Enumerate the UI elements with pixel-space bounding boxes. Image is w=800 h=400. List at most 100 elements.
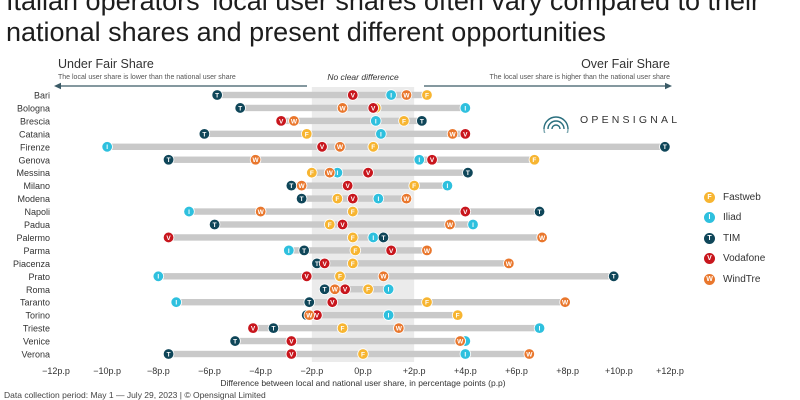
city-label: Roma <box>26 285 50 295</box>
dot-windtre <box>421 244 433 257</box>
dot-iliad <box>375 128 387 140</box>
dot-letter: T <box>238 105 242 112</box>
dot-letter: T <box>167 351 171 358</box>
dot-iliad <box>283 244 295 257</box>
x-tick-label: −8p.p <box>147 366 170 376</box>
range-bar <box>168 156 535 163</box>
dot-letter: I <box>388 313 390 320</box>
dot-windtre <box>444 218 456 231</box>
city-label: Piacenza <box>13 259 50 269</box>
dot-fastweb <box>306 166 318 179</box>
dot-letter: W <box>337 144 344 151</box>
city-label: Brescia <box>20 116 50 126</box>
dot-letter: F <box>425 300 429 307</box>
city-label: Firenze <box>20 142 50 152</box>
x-tick-label: +10p.p <box>605 366 633 376</box>
dot-iliad <box>170 296 182 308</box>
dot-iliad <box>101 141 113 153</box>
dot-letter: W <box>539 235 546 242</box>
brand-logo: OPENSIGNAL <box>540 107 680 133</box>
dot-letter: V <box>371 105 376 112</box>
dot-letter: T <box>300 196 304 203</box>
dot-letter: V <box>463 209 468 216</box>
opensignal-logo-icon <box>543 116 569 133</box>
dot-letter: W <box>424 248 431 255</box>
dot-fastweb <box>367 141 379 153</box>
city-label: Padua <box>24 220 50 230</box>
x-tick-label: +2p.p <box>403 366 426 376</box>
dot-fastweb <box>528 154 541 166</box>
dot-tim <box>533 205 546 218</box>
dot-tim <box>211 89 223 101</box>
city-label: Milano <box>23 181 50 191</box>
dot-letter: I <box>375 118 377 125</box>
dot-vodafone <box>347 89 359 101</box>
city-label: Bologna <box>17 103 50 113</box>
dot-iliad <box>183 205 195 218</box>
dot-letter: I <box>157 274 159 281</box>
dot-iliad <box>385 89 397 101</box>
dot-letter: F <box>371 144 375 151</box>
dot-vodafone <box>285 348 298 360</box>
dot-letter: V <box>305 274 310 281</box>
dot-letter: V <box>340 222 345 229</box>
dot-letter: I <box>288 248 290 255</box>
city-label: Parma <box>23 246 50 256</box>
dot-windtre <box>254 205 267 218</box>
dot-tim <box>298 244 310 257</box>
dot-fastweb <box>421 296 433 308</box>
dot-letter: T <box>289 183 293 190</box>
dot-letter: F <box>456 313 460 320</box>
dot-letter: V <box>366 170 371 177</box>
dot-letter: T <box>612 274 616 281</box>
legend-label: Vodafone <box>723 253 766 265</box>
legend-marker-icon: V <box>704 253 715 265</box>
dot-letter: F <box>402 118 406 125</box>
range-bar <box>240 104 466 112</box>
dot-windtre <box>523 348 535 360</box>
dot-letter: T <box>466 170 470 177</box>
dot-letter: W <box>258 209 265 216</box>
dot-tim <box>234 102 246 114</box>
dot-fastweb <box>331 192 344 205</box>
range-bar <box>176 299 566 306</box>
range-bar <box>107 143 665 150</box>
dot-fastweb <box>357 348 369 360</box>
dot-vodafone <box>336 218 349 231</box>
dot-letter: T <box>663 144 667 151</box>
dot-letter: I <box>388 287 390 294</box>
dot-letter: T <box>213 222 217 229</box>
dot-letter: T <box>381 235 385 242</box>
dot-letter: I <box>447 183 449 190</box>
dot-fastweb <box>347 205 359 218</box>
legend: F Fastweb I Iliad T TIM V Vodafone W WindTre <box>704 187 796 290</box>
dot-letter: V <box>389 248 394 255</box>
dot-windtre <box>400 192 413 205</box>
dot-letter: W <box>380 274 387 281</box>
dot-letter: W <box>562 300 569 307</box>
dot-letter: I <box>418 157 420 164</box>
legend-item-fastweb: F Fastweb <box>704 187 796 208</box>
dot-letter: V <box>351 196 356 203</box>
dot-windtre <box>329 283 341 295</box>
dot-letter: F <box>338 274 342 281</box>
legend-marker-icon: T <box>704 232 715 244</box>
city-label: Prato <box>28 272 50 282</box>
dot-tim <box>462 166 474 179</box>
left-arrowhead-icon <box>54 82 61 90</box>
dot-letter: V <box>430 157 435 164</box>
dot-letter: T <box>233 338 237 345</box>
dot-windtre <box>324 166 336 179</box>
dot-iliad <box>459 102 472 114</box>
dot-tim <box>377 231 390 244</box>
x-tick-label: +8p.p <box>556 366 579 376</box>
dot-letter: I <box>377 196 379 203</box>
dot-letter: T <box>202 131 206 138</box>
dot-fastweb <box>451 309 464 321</box>
dot-iliad <box>372 192 385 205</box>
dot-letter: T <box>420 118 424 125</box>
dot-vodafone <box>459 205 472 218</box>
city-label: Napoli <box>24 207 50 217</box>
dot-windtre <box>249 154 262 166</box>
dot-letter: W <box>449 131 456 138</box>
